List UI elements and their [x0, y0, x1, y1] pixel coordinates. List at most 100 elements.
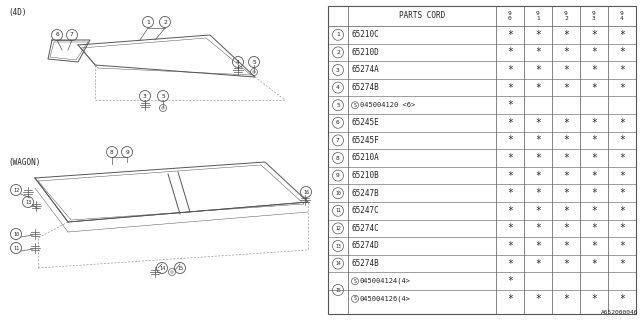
- Text: 1: 1: [146, 20, 150, 25]
- Text: 65245F: 65245F: [351, 136, 379, 145]
- Text: 6: 6: [336, 120, 340, 125]
- Text: *: *: [535, 259, 541, 268]
- Text: *: *: [591, 241, 597, 251]
- Text: *: *: [535, 135, 541, 145]
- Text: 65247B: 65247B: [351, 189, 379, 198]
- Text: *: *: [535, 65, 541, 75]
- Text: *: *: [591, 118, 597, 128]
- Text: *: *: [619, 153, 625, 163]
- Text: *: *: [563, 241, 569, 251]
- Text: PARTS CORD: PARTS CORD: [399, 12, 445, 20]
- Text: 9
1: 9 1: [536, 11, 540, 21]
- Text: 15: 15: [177, 266, 183, 270]
- Text: *: *: [535, 188, 541, 198]
- Text: *: *: [619, 171, 625, 180]
- Text: 3: 3: [143, 93, 147, 99]
- Text: 10: 10: [335, 191, 341, 196]
- Text: 2: 2: [336, 50, 340, 55]
- Text: 2: 2: [163, 20, 167, 25]
- Text: *: *: [563, 188, 569, 198]
- Text: 65245E: 65245E: [351, 118, 379, 127]
- Text: *: *: [563, 118, 569, 128]
- Text: 15: 15: [335, 287, 341, 292]
- Text: 65274B: 65274B: [351, 83, 379, 92]
- Text: *: *: [507, 118, 513, 128]
- Text: *: *: [563, 30, 569, 40]
- Text: *: *: [591, 83, 597, 92]
- Text: *: *: [507, 135, 513, 145]
- Text: S: S: [353, 279, 356, 284]
- Text: *: *: [591, 171, 597, 180]
- Text: 11: 11: [13, 245, 19, 251]
- Text: 1: 1: [336, 32, 340, 37]
- Text: *: *: [591, 294, 597, 304]
- Text: 11: 11: [335, 208, 341, 213]
- Text: 12: 12: [13, 188, 19, 193]
- Text: *: *: [619, 135, 625, 145]
- Text: *: *: [535, 47, 541, 57]
- Text: 65274A: 65274A: [351, 66, 379, 75]
- Text: *: *: [563, 223, 569, 233]
- Text: 10: 10: [13, 231, 19, 236]
- Text: 13: 13: [25, 199, 31, 204]
- Text: 045004126(4>: 045004126(4>: [360, 296, 411, 302]
- Text: *: *: [507, 294, 513, 304]
- Text: 14: 14: [335, 261, 341, 266]
- Text: 14: 14: [159, 266, 165, 270]
- Text: *: *: [563, 206, 569, 216]
- Text: 9: 9: [125, 149, 129, 155]
- Text: (WAGON): (WAGON): [8, 158, 40, 167]
- Text: *: *: [507, 100, 513, 110]
- Text: 65247C: 65247C: [351, 206, 379, 215]
- Text: 65210C: 65210C: [351, 30, 379, 39]
- Text: *: *: [591, 259, 597, 268]
- Text: (4D): (4D): [8, 8, 26, 17]
- Text: *: *: [619, 65, 625, 75]
- Text: *: *: [507, 153, 513, 163]
- Text: 65274B: 65274B: [351, 259, 379, 268]
- Text: 16: 16: [303, 189, 309, 195]
- Text: 7: 7: [336, 138, 340, 143]
- Text: 8: 8: [336, 156, 340, 161]
- Text: 65210B: 65210B: [351, 171, 379, 180]
- Text: *: *: [591, 47, 597, 57]
- Text: *: *: [591, 206, 597, 216]
- Text: *: *: [591, 30, 597, 40]
- Text: *: *: [619, 83, 625, 92]
- Text: *: *: [563, 171, 569, 180]
- Text: S: S: [353, 296, 356, 301]
- Text: *: *: [535, 83, 541, 92]
- Text: 5: 5: [161, 93, 165, 99]
- Text: *: *: [619, 223, 625, 233]
- Text: *: *: [563, 83, 569, 92]
- Text: *: *: [563, 65, 569, 75]
- Text: *: *: [591, 223, 597, 233]
- Text: *: *: [535, 294, 541, 304]
- Text: *: *: [591, 135, 597, 145]
- Text: 8: 8: [110, 149, 114, 155]
- Text: *: *: [507, 276, 513, 286]
- Text: *: *: [619, 188, 625, 198]
- Text: 9
3: 9 3: [592, 11, 596, 21]
- Text: 9
0: 9 0: [508, 11, 512, 21]
- Text: *: *: [507, 188, 513, 198]
- Text: 9
4: 9 4: [620, 11, 624, 21]
- Text: 5: 5: [336, 103, 340, 108]
- Text: *: *: [507, 83, 513, 92]
- Text: *: *: [507, 241, 513, 251]
- Text: 3: 3: [336, 68, 340, 73]
- Text: *: *: [563, 259, 569, 268]
- Text: 4: 4: [236, 60, 240, 65]
- Text: 12: 12: [335, 226, 341, 231]
- Text: S: S: [353, 103, 356, 108]
- Text: *: *: [619, 206, 625, 216]
- Text: *: *: [619, 294, 625, 304]
- Text: *: *: [535, 153, 541, 163]
- Text: *: *: [619, 47, 625, 57]
- Text: 6: 6: [55, 33, 59, 37]
- Text: *: *: [507, 65, 513, 75]
- Text: *: *: [619, 241, 625, 251]
- Text: 9: 9: [336, 173, 340, 178]
- Text: 65210D: 65210D: [351, 48, 379, 57]
- Text: A652000046: A652000046: [600, 310, 638, 315]
